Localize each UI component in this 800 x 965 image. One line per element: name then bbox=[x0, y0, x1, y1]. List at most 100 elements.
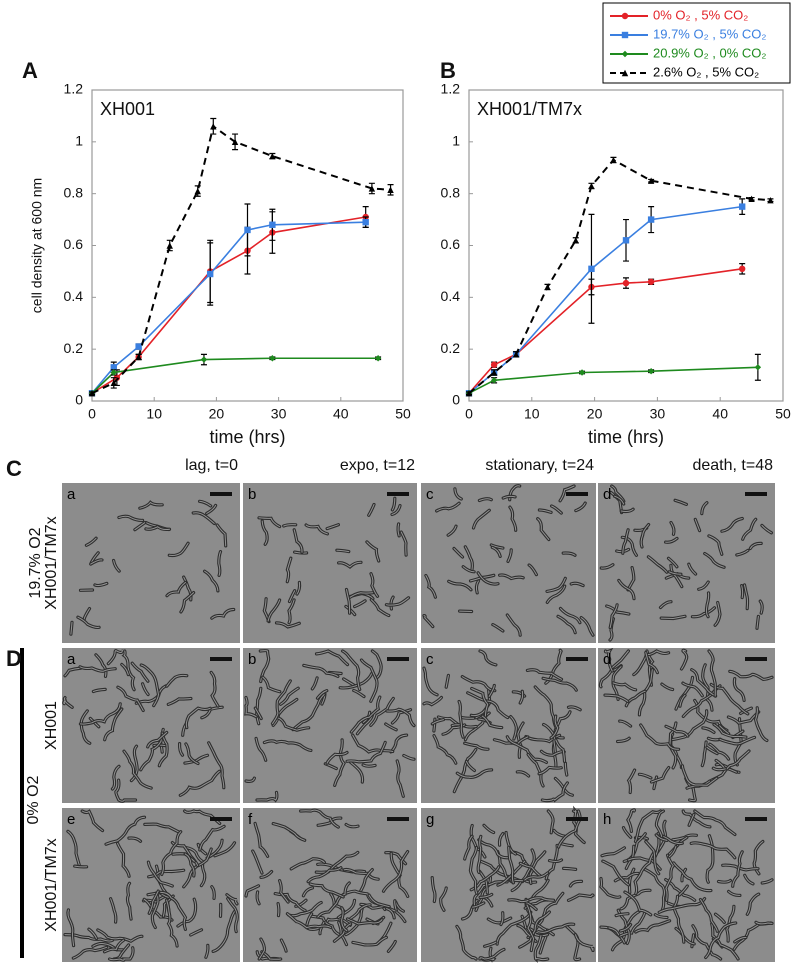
cell-halo bbox=[500, 912, 504, 925]
cell-halo bbox=[537, 518, 550, 540]
cell-halo bbox=[396, 760, 404, 797]
micrograph: e bbox=[62, 808, 240, 962]
x-tick-label: 30 bbox=[271, 406, 287, 422]
cell-halo bbox=[668, 571, 682, 575]
panel-label: A bbox=[22, 58, 38, 83]
cell-halo bbox=[296, 581, 301, 595]
cell-halo bbox=[64, 934, 114, 942]
cell-halo bbox=[682, 810, 711, 828]
cell-halo bbox=[131, 662, 149, 682]
cell-halo bbox=[260, 871, 273, 878]
cell-halo bbox=[619, 924, 632, 932]
y-tick-label: 0 bbox=[452, 392, 460, 408]
cell-halo bbox=[665, 725, 689, 737]
micrograph-background bbox=[598, 483, 775, 643]
series-line bbox=[91, 124, 391, 395]
cell-halo bbox=[305, 524, 328, 535]
cell-halo bbox=[665, 879, 696, 901]
data-point bbox=[578, 369, 586, 376]
cell-halo bbox=[436, 502, 460, 512]
micrograph: b bbox=[243, 483, 417, 643]
cell-halo bbox=[370, 573, 378, 597]
cell-halo bbox=[682, 685, 721, 717]
cell-halo bbox=[612, 682, 637, 691]
cell-halo bbox=[713, 724, 747, 738]
cell-halo bbox=[346, 589, 351, 614]
data-point bbox=[194, 187, 201, 195]
cell-halo bbox=[245, 777, 255, 782]
cell-halo bbox=[166, 899, 178, 947]
cell-halo bbox=[315, 851, 359, 873]
micrograph: d bbox=[598, 483, 775, 643]
cell-halo bbox=[479, 893, 493, 898]
x-tick-label: 20 bbox=[209, 406, 225, 422]
data-point bbox=[200, 356, 208, 363]
cell-halo bbox=[397, 523, 400, 537]
subpanel-label: a bbox=[67, 486, 76, 503]
cell-halo bbox=[345, 824, 359, 828]
micrograph: c bbox=[421, 483, 596, 643]
cell-halo bbox=[674, 499, 687, 505]
panel-label: B bbox=[440, 58, 456, 83]
data-point bbox=[362, 218, 369, 226]
cell-halo bbox=[541, 782, 568, 802]
cell-halo bbox=[104, 939, 125, 953]
cell-halo bbox=[573, 809, 585, 843]
cell-halo bbox=[740, 707, 752, 714]
subpanel-label: c bbox=[426, 486, 434, 503]
y-tick-label: 0 bbox=[75, 392, 83, 408]
cell-halo bbox=[368, 504, 375, 516]
cell-halo bbox=[611, 650, 629, 669]
cell-halo bbox=[617, 737, 630, 742]
cell-halo bbox=[507, 549, 512, 562]
cell-halo bbox=[289, 590, 296, 602]
cell-halo bbox=[179, 770, 220, 796]
cell-halo bbox=[727, 711, 760, 724]
x-tick-label: 40 bbox=[712, 406, 728, 422]
cell-halo bbox=[526, 904, 535, 951]
column-header: death, t=48 bbox=[692, 457, 773, 474]
data-point bbox=[572, 237, 579, 244]
cell-halo bbox=[506, 736, 547, 763]
cell-halo bbox=[354, 600, 366, 608]
cell-halo bbox=[262, 676, 281, 693]
cell-halo bbox=[498, 833, 504, 846]
cell-halo bbox=[673, 895, 685, 943]
legend-marker bbox=[621, 12, 629, 20]
cell-halo bbox=[292, 694, 325, 731]
cell-halo bbox=[658, 898, 706, 913]
cell-halo bbox=[118, 515, 144, 521]
cell-halo bbox=[655, 810, 664, 837]
cell-halo bbox=[569, 880, 582, 887]
cell-halo bbox=[638, 773, 652, 779]
cell-halo bbox=[151, 892, 159, 928]
cell-halo bbox=[161, 831, 182, 875]
x-tick-label: 20 bbox=[587, 406, 603, 422]
data-point bbox=[754, 364, 762, 371]
cell-halo bbox=[431, 719, 444, 725]
cell-halo bbox=[645, 652, 658, 674]
cell-halo bbox=[654, 914, 668, 918]
cell-halo bbox=[661, 683, 674, 690]
cell-halo bbox=[94, 582, 108, 587]
cell-halo bbox=[678, 885, 688, 896]
cell-halo bbox=[456, 769, 493, 778]
cell-halo bbox=[568, 706, 581, 711]
x-tick-label: 50 bbox=[775, 406, 791, 422]
cell-halo bbox=[546, 577, 566, 592]
data-point bbox=[231, 138, 239, 146]
cell-halo bbox=[466, 760, 475, 771]
cell-halo bbox=[670, 522, 675, 535]
cell-halo bbox=[708, 650, 716, 697]
data-point bbox=[490, 361, 498, 368]
cell-halo bbox=[259, 650, 270, 682]
cell-halo bbox=[555, 739, 565, 762]
cell-halo bbox=[547, 810, 554, 834]
cell-halo bbox=[668, 557, 678, 568]
cell-halo bbox=[575, 502, 586, 512]
cell-halo bbox=[79, 666, 116, 672]
cell-halo bbox=[370, 697, 394, 726]
scale-bar bbox=[566, 492, 588, 496]
cell-halo bbox=[550, 715, 559, 739]
cell-halo bbox=[560, 608, 581, 624]
